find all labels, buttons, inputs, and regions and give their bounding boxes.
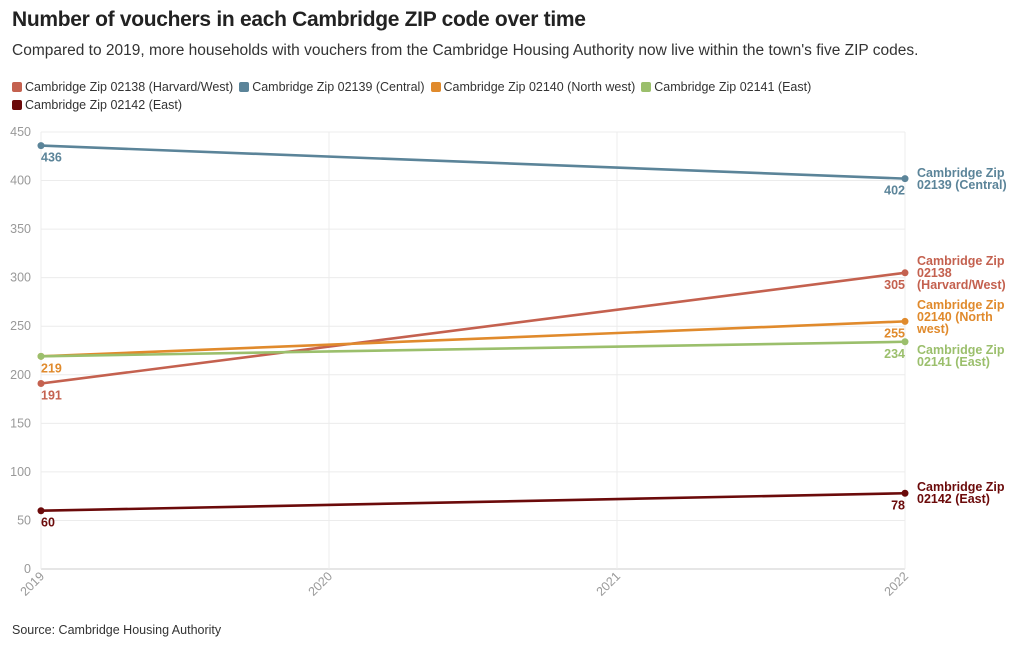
legend-item[interactable]: Cambridge Zip 02142 (East) [12,96,182,114]
legend-swatch [12,82,22,92]
y-tick-label: 250 [10,319,31,333]
x-tick-label: 2022 [882,569,912,599]
data-label: 255 [884,326,905,340]
legend-swatch [239,82,250,92]
y-tick-label: 350 [10,222,31,236]
data-label: 234 [884,347,905,361]
y-tick-label: 300 [10,271,31,285]
series-end-label: Cambridge Zip 02142 (East) [917,480,1005,506]
data-label: 60 [41,516,55,530]
data-label: 78 [891,498,905,512]
series-line [40,271,906,385]
data-label: 436 [41,151,62,165]
legend-item[interactable]: Cambridge Zip 02141 (East) [641,78,811,96]
source-note: Source: Cambridge Housing Authority [12,623,222,637]
y-tick-label: 50 [17,513,31,527]
legend-label: Cambridge Zip 02142 (East) [25,98,183,112]
legend-label: Cambridge Zip 02138 (Harvard/West) [25,80,234,94]
legend-swatch [641,82,652,92]
legend-label: Cambridge Zip 02140 (North west) [443,80,636,94]
data-point [901,269,909,277]
legend: Cambridge Zip 02138 (Harvard/West) Cambri… [12,78,872,114]
data-label: 191 [41,389,62,403]
y-tick-label: 400 [10,174,31,188]
y-tick-label: 150 [10,416,31,430]
series-end-label: Cambridge Zip 02141 (East) [917,343,1005,369]
series-end-label: Cambridge Zip 02140 (North west) [917,298,1005,336]
y-tick-label: 100 [10,465,31,479]
legend-item[interactable]: Cambridge Zip 02140 (North west) [430,78,636,96]
x-tick-label: 2020 [306,569,336,599]
data-point [37,380,45,388]
legend-label: Cambridge Zip 02139 (Central) [252,80,425,94]
series-line [40,144,906,180]
legend-item[interactable]: Cambridge Zip 02139 (Central) [239,78,425,96]
data-point [37,352,45,360]
y-tick-label: 0 [24,562,31,576]
legend-swatch [12,100,22,110]
data-point [901,175,909,183]
legend-label: Cambridge Zip 02141 (East) [654,80,812,94]
data-point [37,507,45,515]
series-end-label: Cambridge Zip 02138 (Harvard/West) [917,254,1006,292]
series-line [40,320,906,358]
chart-subtitle: Compared to 2019, more households with v… [12,42,919,59]
series-end-label: Cambridge Zip 02139 (Central) [917,166,1007,192]
chart-title: Number of vouchers in each Cambridge ZIP… [12,8,586,31]
y-tick-label: 200 [10,368,31,382]
x-tick-label: 2019 [18,569,48,599]
series-line [40,340,906,358]
y-tick-label: 450 [10,125,31,139]
data-point [901,317,909,325]
data-label: 305 [884,278,905,292]
legend-swatch [430,82,441,92]
data-point [901,489,909,497]
legend-item[interactable]: Cambridge Zip 02138 (Harvard/West) [12,78,233,96]
x-tick-label: 2021 [594,569,624,599]
data-label: 219 [41,361,62,375]
data-point [37,142,45,150]
data-label: 402 [884,184,905,198]
series-line [40,491,906,513]
data-point [901,338,909,346]
